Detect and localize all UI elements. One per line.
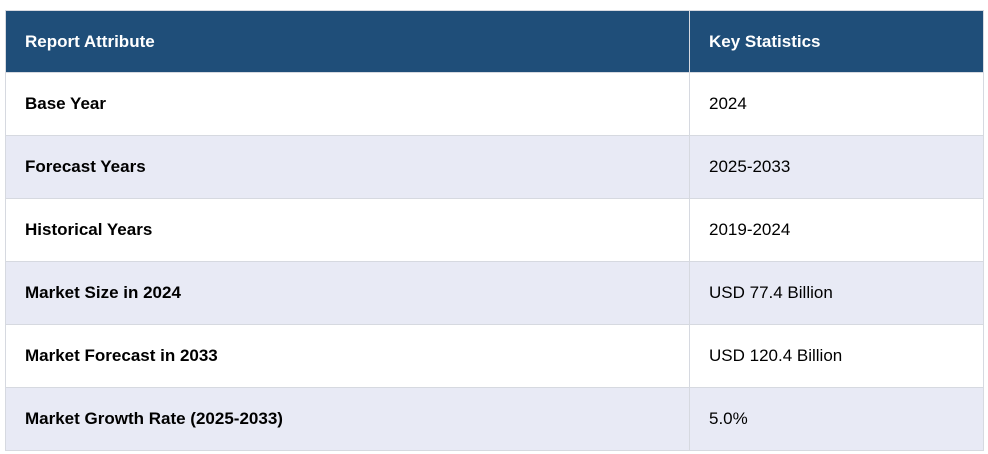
header-key-statistics: Key Statistics [689, 10, 984, 73]
table-row: Base Year 2024 [5, 72, 984, 136]
row-value: USD 77.4 Billion [689, 261, 984, 325]
row-attribute: Base Year [5, 72, 690, 136]
report-table-container: Report Attribute Key Statistics Base Yea… [5, 10, 984, 451]
header-report-attribute: Report Attribute [5, 10, 690, 73]
table-row: Market Forecast in 2033 USD 120.4 Billio… [5, 324, 984, 388]
table-header-row: Report Attribute Key Statistics [5, 10, 984, 73]
row-attribute: Market Growth Rate (2025-2033) [5, 387, 690, 451]
report-attributes-table: Report Attribute Key Statistics Base Yea… [5, 10, 984, 451]
row-attribute: Historical Years [5, 198, 690, 262]
row-attribute: Forecast Years [5, 135, 690, 199]
table-row: Forecast Years 2025-2033 [5, 135, 984, 199]
row-value: 5.0% [689, 387, 984, 451]
table-row: Historical Years 2019-2024 [5, 198, 984, 262]
row-value: 2025-2033 [689, 135, 984, 199]
row-attribute: Market Size in 2024 [5, 261, 690, 325]
row-attribute: Market Forecast in 2033 [5, 324, 690, 388]
row-value: USD 120.4 Billion [689, 324, 984, 388]
table-row: Market Growth Rate (2025-2033) 5.0% [5, 387, 984, 451]
row-value: 2019-2024 [689, 198, 984, 262]
table-row: Market Size in 2024 USD 77.4 Billion [5, 261, 984, 325]
row-value: 2024 [689, 72, 984, 136]
